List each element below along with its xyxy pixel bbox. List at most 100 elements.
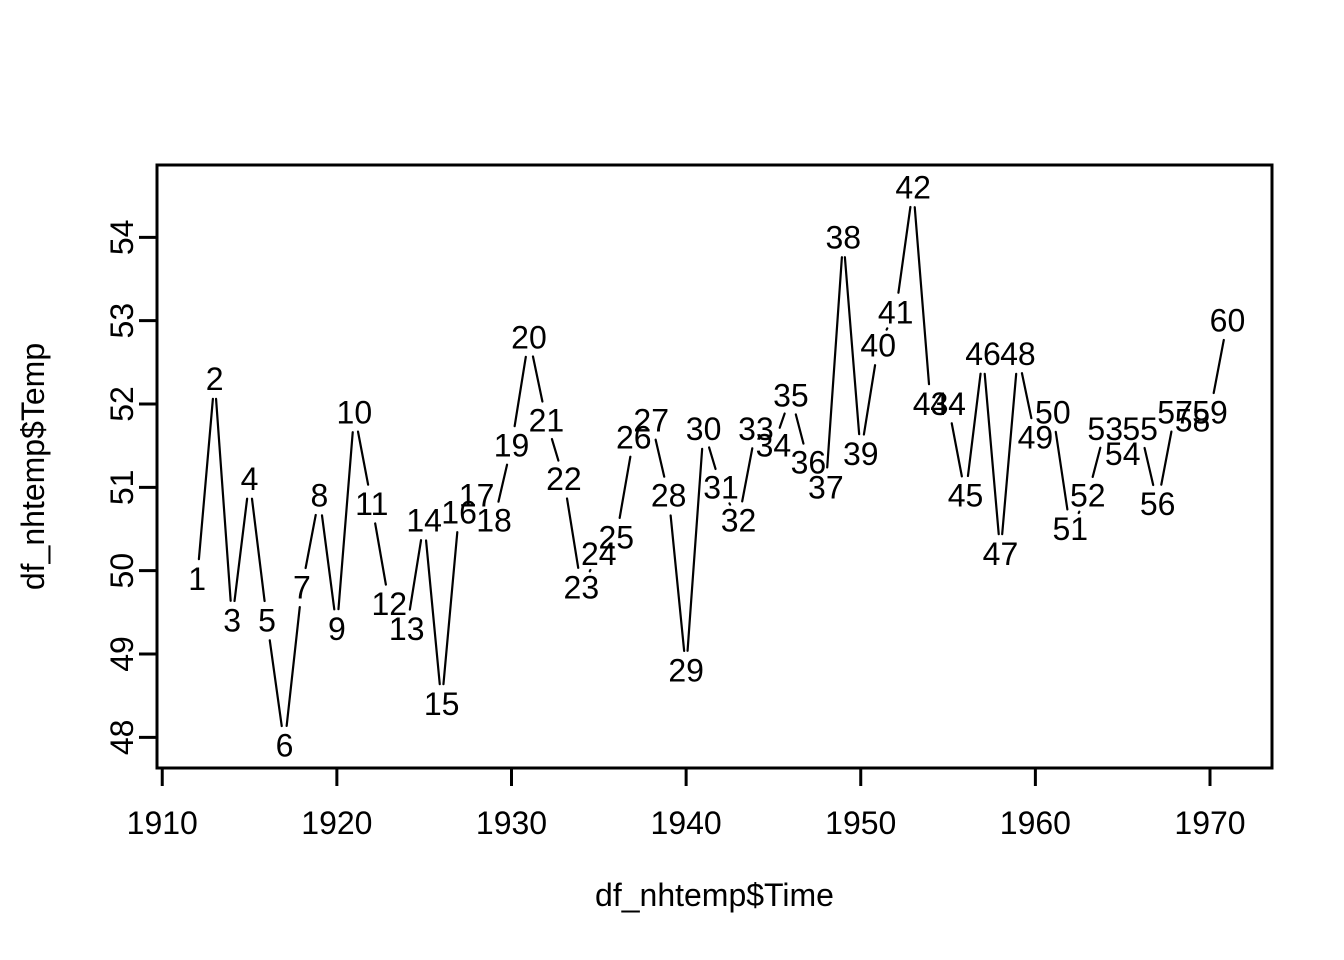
point-label: 18 xyxy=(476,503,512,539)
line-segment xyxy=(843,256,861,436)
x-axis: 1910 1920 1930 1940 1950 1960 1970 xyxy=(127,768,1246,841)
x-tick-label: 1930 xyxy=(476,805,547,841)
point-label: 53 xyxy=(1087,411,1123,447)
line-segment xyxy=(1077,510,1081,515)
x-tick-label: 1950 xyxy=(825,805,896,841)
line-segment xyxy=(966,372,982,478)
line-segment xyxy=(233,497,249,603)
y-tick-label: 50 xyxy=(104,553,140,589)
y-tick-label: 51 xyxy=(104,470,140,506)
line-segment xyxy=(1160,430,1173,486)
line-segment xyxy=(741,447,754,503)
point-label: 31 xyxy=(703,469,739,505)
point-label: 60 xyxy=(1210,303,1246,339)
y-tick-label: 54 xyxy=(104,220,140,256)
point-label: 45 xyxy=(948,478,984,514)
point-label: 43 xyxy=(913,386,949,422)
line-segment xyxy=(885,327,889,331)
line-segment xyxy=(983,372,1000,536)
point-label: 48 xyxy=(1000,336,1036,372)
point-label: 54 xyxy=(1105,436,1141,472)
point-label: 21 xyxy=(529,403,565,439)
line-segment xyxy=(588,568,592,573)
line-segment xyxy=(214,397,232,602)
point-label: 40 xyxy=(860,328,896,364)
line-segment xyxy=(778,412,786,429)
line-segment xyxy=(1143,446,1155,487)
y-axis-title: df_nhtemp$Temp xyxy=(15,343,51,590)
point-label: 16 xyxy=(441,494,477,530)
point-label: 17 xyxy=(459,478,495,514)
point-label: 22 xyxy=(546,461,582,497)
line-segment xyxy=(268,639,283,728)
point-label: 27 xyxy=(633,403,669,439)
point-label: 10 xyxy=(337,394,373,430)
point-label: 32 xyxy=(721,503,757,539)
point-label: 3 xyxy=(223,603,241,639)
point-label: 52 xyxy=(1070,478,1106,514)
x-tick-label: 1960 xyxy=(1000,805,1071,841)
point-label: 58 xyxy=(1175,403,1211,439)
point-label: 37 xyxy=(808,469,844,505)
line-series-segments xyxy=(197,205,1225,728)
line-segment xyxy=(442,531,459,686)
point-label: 14 xyxy=(406,503,442,539)
line-segment xyxy=(654,438,666,478)
point-label: 25 xyxy=(598,519,634,555)
x-tick-label: 1910 xyxy=(127,805,198,841)
point-label: 44 xyxy=(930,386,966,422)
point-label: 7 xyxy=(293,569,311,605)
point-label: 26 xyxy=(616,419,652,455)
line-segment xyxy=(374,522,387,586)
point-label: 9 xyxy=(328,611,346,647)
point-label: 42 xyxy=(895,169,931,205)
point-label: 46 xyxy=(965,336,1001,372)
line-segment xyxy=(197,397,214,561)
point-label: 47 xyxy=(983,536,1019,572)
line-segment xyxy=(337,431,354,611)
point-label: 51 xyxy=(1053,511,1089,547)
line-segment xyxy=(618,455,632,520)
line-segment xyxy=(686,447,704,652)
x-axis-title: df_nhtemp$Time xyxy=(595,877,834,913)
point-label: 24 xyxy=(581,536,617,572)
line-segment xyxy=(707,446,717,471)
line-segment xyxy=(826,256,843,469)
point-label: 5 xyxy=(258,603,276,639)
point-label: 34 xyxy=(756,428,792,464)
point-label: 23 xyxy=(564,569,600,605)
line-segment xyxy=(794,413,805,445)
point-labels: 1234567891011121314151617181920212223242… xyxy=(188,169,1245,763)
line-segment xyxy=(513,355,527,428)
line-segment xyxy=(250,497,266,603)
point-label: 12 xyxy=(371,586,407,622)
point-label: 30 xyxy=(686,411,722,447)
point-label: 56 xyxy=(1140,486,1176,522)
line-segment xyxy=(1091,446,1102,479)
point-label: 50 xyxy=(1035,394,1071,430)
y-axis: 48 49 50 51 52 53 54 xyxy=(104,220,157,756)
line-segment xyxy=(1020,372,1033,420)
line-segment xyxy=(1054,430,1069,511)
line-segment xyxy=(728,502,732,506)
line-segment xyxy=(565,497,580,569)
x-tick-label: 1920 xyxy=(301,805,372,841)
point-label: 11 xyxy=(355,486,388,522)
line-segment xyxy=(862,364,877,436)
y-tick-label: 48 xyxy=(104,720,140,756)
x-tick-label: 1940 xyxy=(651,805,722,841)
line-segment xyxy=(1212,338,1225,395)
line-segment xyxy=(669,514,686,652)
line-segment xyxy=(550,437,560,462)
point-label: 13 xyxy=(389,611,425,647)
point-label: 6 xyxy=(276,728,294,764)
point-label: 57 xyxy=(1157,394,1193,430)
point-label: 33 xyxy=(738,411,774,447)
point-label: 36 xyxy=(791,444,827,480)
point-label: 41 xyxy=(878,294,914,330)
line-segment xyxy=(1001,372,1018,536)
line-segment xyxy=(356,430,370,486)
point-label: 1 xyxy=(188,561,206,597)
